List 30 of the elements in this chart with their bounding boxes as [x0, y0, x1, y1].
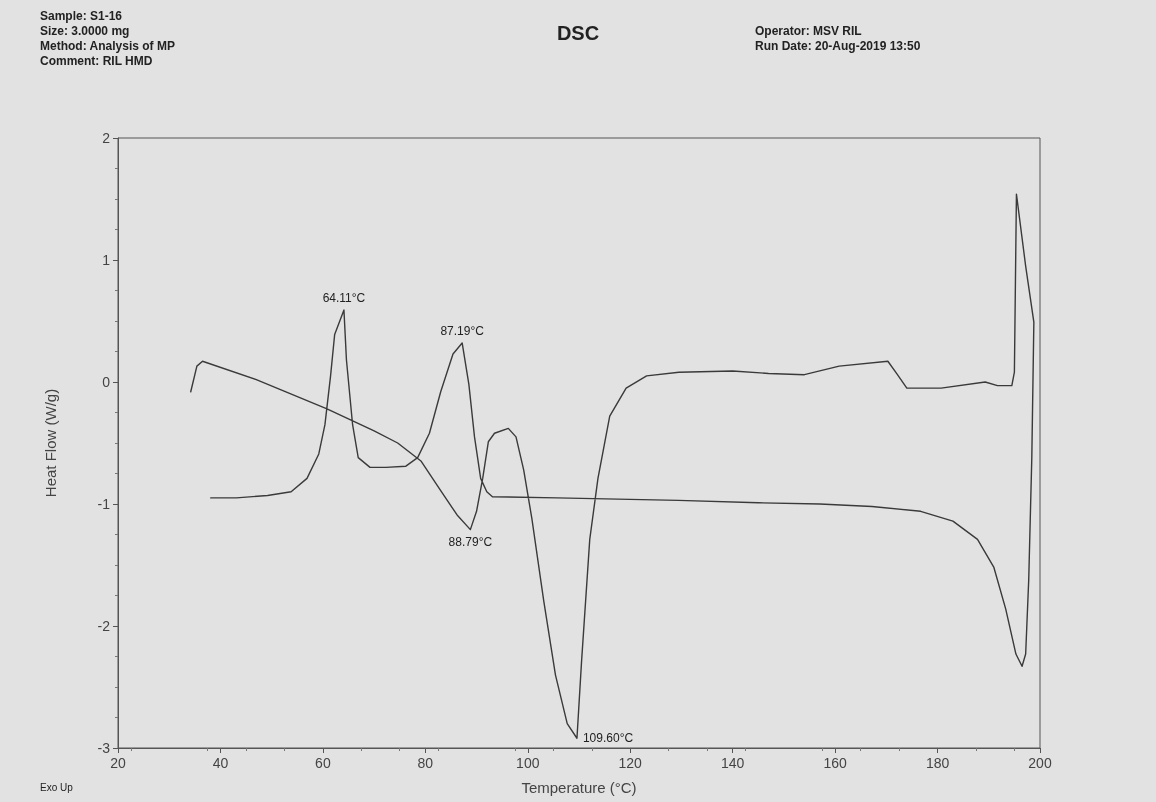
x-tick-label: 160	[823, 755, 847, 771]
annotation: 64.11°C	[322, 291, 366, 306]
x-tick-label: 40	[212, 755, 229, 771]
y-tick-label: -2	[97, 618, 111, 634]
annotation: 87.19°C	[440, 323, 485, 338]
x-tick-label: 100	[516, 755, 540, 771]
text: Exo Up	[40, 781, 74, 793]
y-tick-label: 2	[102, 130, 111, 146]
text: Operator: MSV RIL	[755, 24, 862, 38]
x-tick-label: 80	[417, 755, 434, 771]
x-tick-label: 140	[720, 755, 745, 771]
x-tick-label: 120	[618, 755, 643, 771]
x-tick-label: 20	[110, 755, 126, 771]
y-axis-title: Heat Flow (W/g)	[42, 388, 59, 498]
text: Run Date: 20-Aug-2019 13:50	[755, 39, 921, 53]
y-tick-label: -3	[97, 740, 111, 756]
chart-title: DSC	[556, 22, 600, 44]
annotation: 88.79°C	[448, 534, 493, 549]
y-tick-label: 1	[102, 252, 111, 268]
x-tick-label: 180	[925, 755, 950, 771]
annotation: 109.60°C	[582, 731, 634, 746]
y-tick-label: 0	[102, 374, 111, 390]
text: Sample: S1-16	[40, 9, 123, 23]
text: Size: 3.0000 mg	[40, 24, 130, 38]
y-tick-label: -1	[97, 496, 111, 512]
x-tick-label: 200	[1028, 755, 1052, 771]
x-tick-label: 60	[315, 755, 331, 771]
text: Method: Analysis of MP	[40, 39, 175, 53]
x-axis-title: Temperature (°C)	[521, 779, 637, 796]
text: Comment: RIL HMD	[40, 54, 153, 68]
